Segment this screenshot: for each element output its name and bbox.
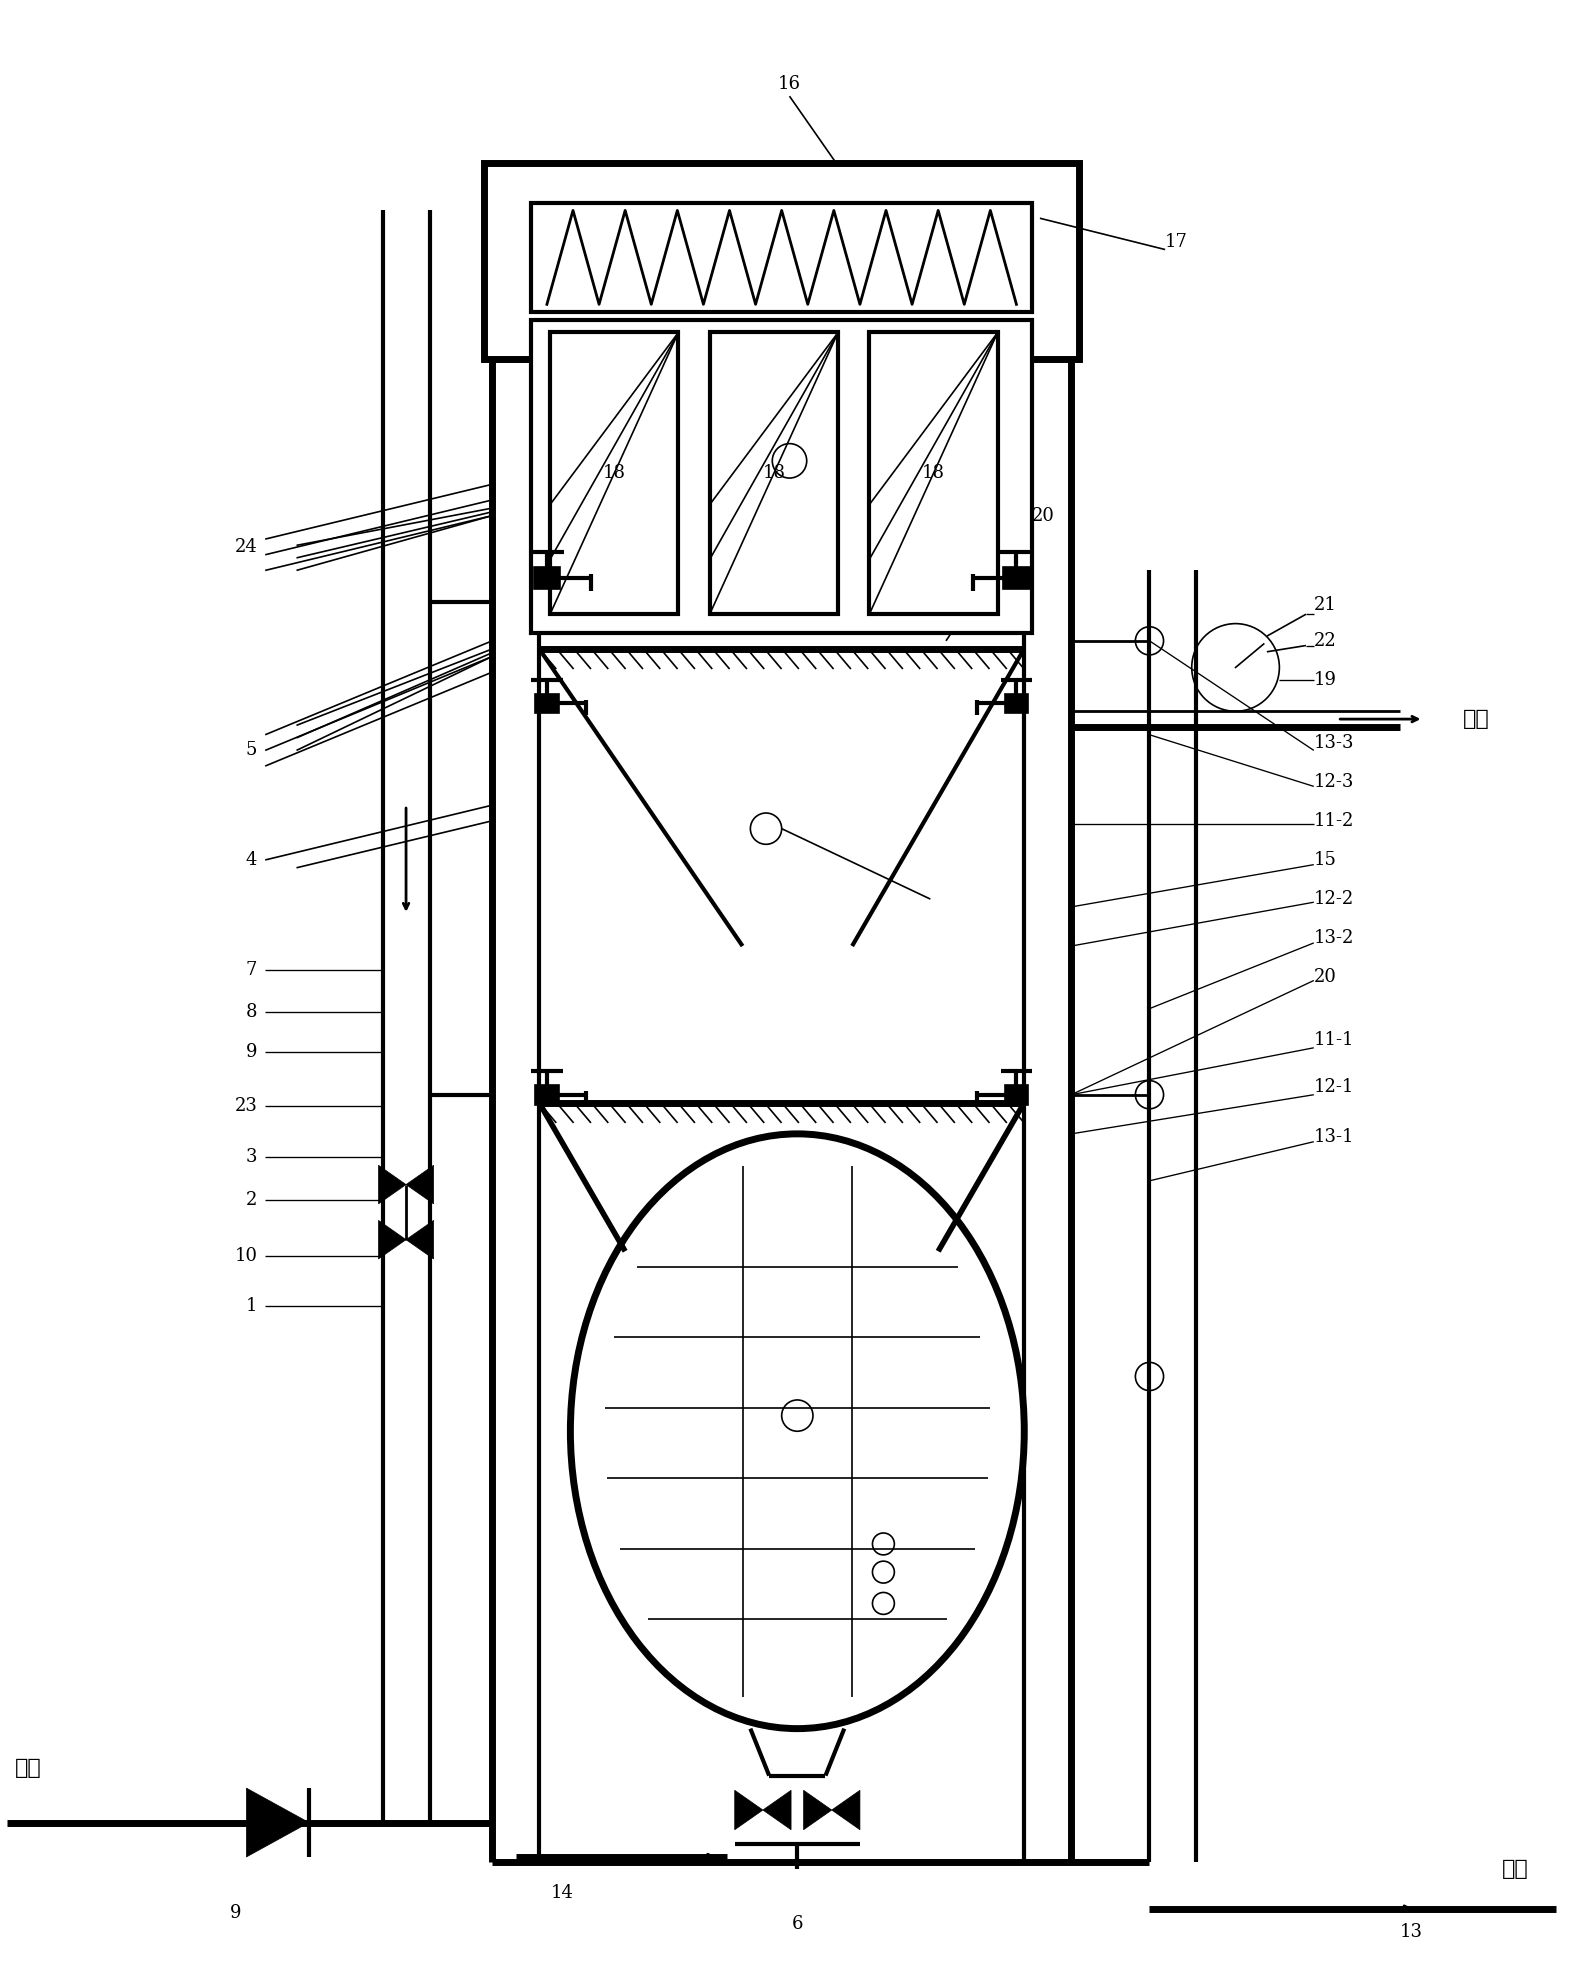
Bar — [1004, 1084, 1028, 1104]
Text: 13-2: 13-2 — [1314, 929, 1355, 947]
Bar — [535, 693, 559, 713]
Polygon shape — [379, 1219, 406, 1259]
Polygon shape — [379, 1166, 406, 1204]
Text: 21: 21 — [1314, 596, 1337, 614]
Text: 3: 3 — [246, 1148, 257, 1166]
Polygon shape — [804, 1789, 832, 1829]
Text: 9: 9 — [231, 1905, 242, 1922]
Text: 1: 1 — [246, 1297, 257, 1315]
Polygon shape — [246, 1787, 309, 1857]
Text: 12-1: 12-1 — [1314, 1078, 1355, 1096]
Bar — [870, 332, 998, 614]
Text: 11-2: 11-2 — [1314, 812, 1355, 830]
Text: 13-1: 13-1 — [1314, 1128, 1355, 1146]
Polygon shape — [763, 1789, 791, 1829]
Text: 18: 18 — [603, 465, 625, 483]
Bar — [531, 203, 1033, 312]
Text: 13-3: 13-3 — [1314, 733, 1355, 751]
Bar — [549, 332, 679, 614]
Bar — [531, 320, 1033, 634]
Text: 7: 7 — [246, 961, 257, 979]
Text: 进气: 进气 — [1502, 1859, 1528, 1881]
Text: 23: 23 — [235, 1096, 257, 1114]
Polygon shape — [406, 1166, 434, 1204]
Text: 16: 16 — [778, 75, 801, 93]
Text: 19: 19 — [1314, 671, 1337, 689]
Text: 6: 6 — [791, 1915, 804, 1932]
Bar — [1003, 568, 1030, 590]
Text: 进水: 进水 — [14, 1758, 41, 1779]
Polygon shape — [406, 1219, 434, 1259]
Text: 9: 9 — [246, 1043, 257, 1061]
Text: 8: 8 — [246, 1003, 257, 1021]
Text: 20: 20 — [1314, 969, 1337, 987]
Text: 15: 15 — [1314, 850, 1337, 870]
Bar — [534, 568, 561, 590]
Text: 12-2: 12-2 — [1314, 890, 1355, 908]
Text: 18: 18 — [922, 465, 944, 483]
Text: 14: 14 — [551, 1885, 575, 1903]
Text: 12-3: 12-3 — [1314, 773, 1355, 790]
Text: 4: 4 — [246, 850, 257, 870]
Bar — [1004, 693, 1028, 713]
Text: 5: 5 — [246, 741, 257, 759]
Bar — [485, 163, 1078, 359]
Text: 出水: 出水 — [1462, 709, 1489, 731]
Text: 20: 20 — [1033, 506, 1055, 524]
Text: 2: 2 — [246, 1190, 257, 1209]
Text: 10: 10 — [234, 1247, 257, 1265]
Text: 17: 17 — [1165, 232, 1187, 250]
Bar — [709, 332, 838, 614]
Polygon shape — [734, 1789, 763, 1829]
Text: 11-1: 11-1 — [1314, 1031, 1355, 1049]
Polygon shape — [832, 1789, 861, 1829]
Text: 18: 18 — [763, 465, 785, 483]
Text: 24: 24 — [235, 538, 257, 556]
Text: 22: 22 — [1314, 632, 1336, 649]
Text: 13: 13 — [1401, 1922, 1423, 1940]
Bar — [535, 1084, 559, 1104]
